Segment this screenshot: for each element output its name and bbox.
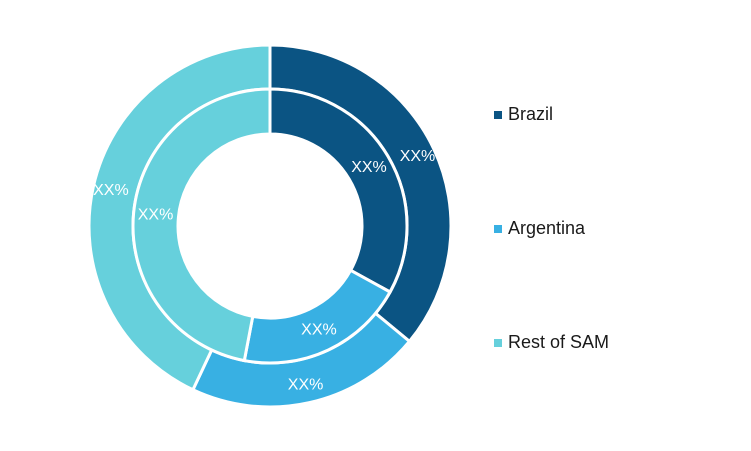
legend-swatch-argentina <box>494 224 502 233</box>
outer-label-rest-of-sam: XX% <box>93 182 129 199</box>
inner-label-brazil: XX% <box>351 159 387 176</box>
inner-slice-brazil <box>268 87 409 295</box>
legend-swatch-rest-of-sam <box>494 338 502 347</box>
legend-item-brazil: Brazil <box>494 104 553 125</box>
legend-label-brazil: Brazil <box>508 104 554 124</box>
inner-label-rest-of-sam: XX% <box>138 207 174 224</box>
legend-label-argentina: Argentina <box>508 218 586 238</box>
inner-label-argentina: XX% <box>301 322 337 339</box>
outer-label-argentina: XX% <box>288 377 324 394</box>
legend-swatch-brazil <box>494 110 502 119</box>
inner-slice-rest-of-sam <box>131 87 272 363</box>
legend-item-argentina: Argentina <box>494 218 585 239</box>
legend-item-rest-of-sam: Rest of SAM <box>494 332 609 353</box>
legend-label-rest-of-sam: Rest of SAM <box>508 332 610 352</box>
outer-label-brazil: XX% <box>400 148 436 165</box>
legend: Brazil Argentina Rest of SAM <box>494 0 744 451</box>
